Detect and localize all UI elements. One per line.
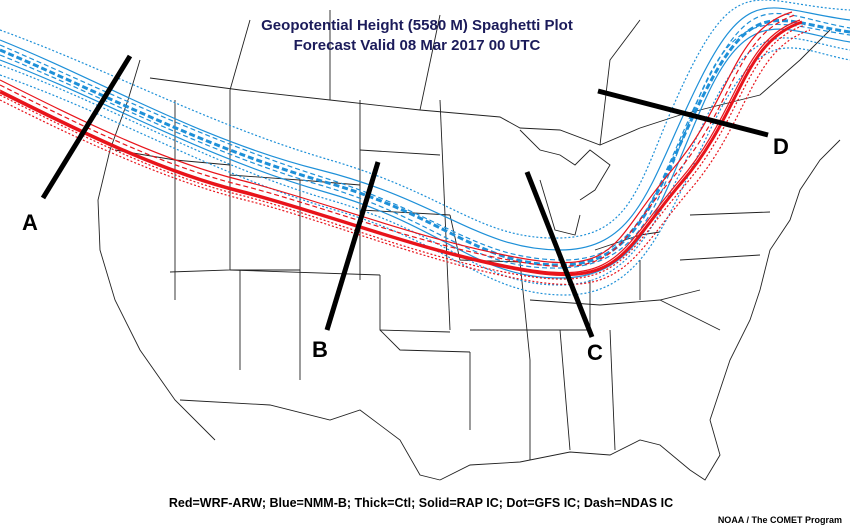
section-label-b: B bbox=[312, 337, 328, 362]
section-line-c bbox=[524, 171, 595, 338]
cross-section-lines bbox=[40, 54, 769, 338]
map-title: Geopotential Height (5580 M) Spaghetti P… bbox=[261, 17, 573, 34]
section-line-d bbox=[597, 88, 769, 138]
section-line-a bbox=[40, 54, 133, 200]
section-label-a: A bbox=[22, 210, 38, 235]
legend-text: Red=WRF-ARW; Blue=NMM-B; Thick=Ctl; Soli… bbox=[168, 496, 674, 510]
section-line-b bbox=[324, 161, 381, 331]
credit-text: NOAA / The COMET Program bbox=[717, 515, 842, 525]
map-subtitle: Forecast Valid 08 Mar 2017 00 UTC bbox=[293, 37, 541, 54]
section-label-c: C bbox=[587, 340, 603, 365]
map-borders bbox=[97, 10, 841, 481]
section-label-d: D bbox=[773, 134, 789, 159]
